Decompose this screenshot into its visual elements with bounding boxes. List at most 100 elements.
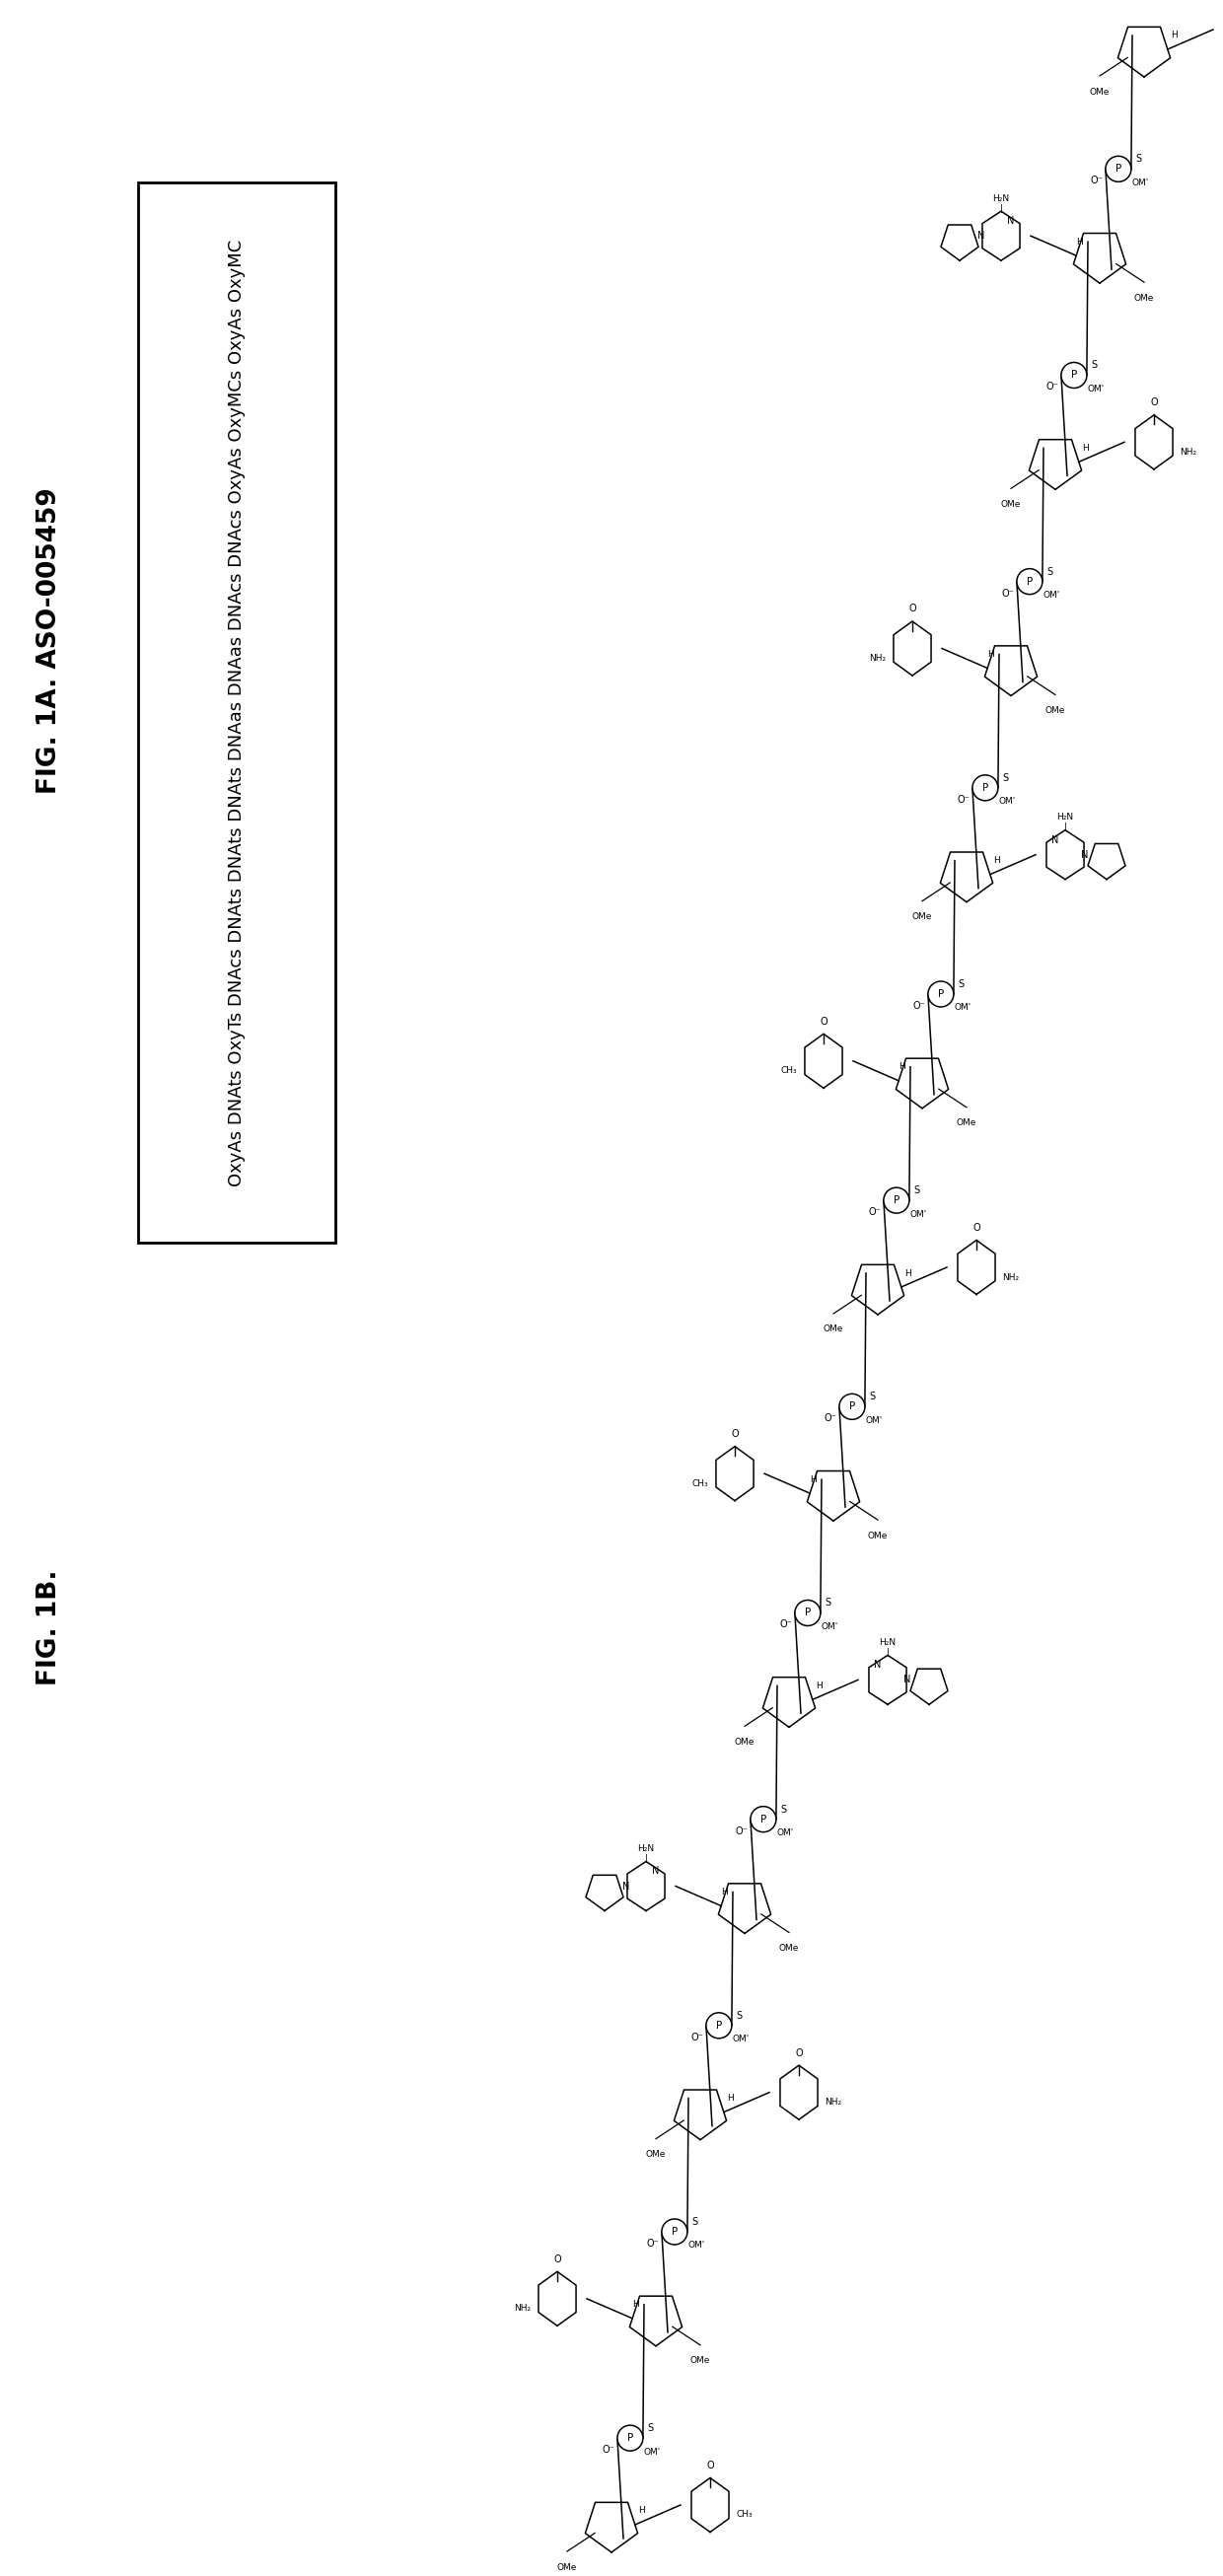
- Text: O: O: [554, 2254, 561, 2264]
- Text: O⁻: O⁻: [602, 2445, 615, 2455]
- Text: H: H: [1076, 237, 1084, 247]
- Text: O⁻: O⁻: [1046, 381, 1059, 392]
- Text: OM': OM': [645, 2447, 660, 2458]
- Circle shape: [883, 1188, 909, 1213]
- Text: O⁻: O⁻: [1002, 587, 1014, 598]
- Text: O⁻: O⁻: [958, 796, 970, 804]
- Text: OxyAs DNAts OxyTs DNAcs DNAts DNAts DNAts DNAas DNAas DNAcs DNAcs OxyAs OxyMCs O: OxyAs DNAts OxyTs DNAcs DNAts DNAts DNAt…: [227, 240, 246, 1185]
- Text: H: H: [816, 1682, 822, 1690]
- Text: OMe: OMe: [912, 912, 932, 922]
- Text: CH₃: CH₃: [692, 1479, 708, 1489]
- Text: OMe: OMe: [646, 2151, 667, 2159]
- Text: |: |: [645, 1855, 647, 1862]
- Text: OMe: OMe: [690, 2357, 711, 2365]
- Text: N: N: [977, 232, 985, 240]
- Text: O: O: [795, 2048, 802, 2058]
- Text: N: N: [1008, 216, 1015, 227]
- Text: OMe: OMe: [1000, 500, 1021, 507]
- Text: OM': OM': [1043, 590, 1060, 600]
- Text: OM': OM': [733, 2035, 750, 2043]
- Text: O: O: [819, 1018, 827, 1025]
- Text: H₂N: H₂N: [1057, 814, 1074, 822]
- Text: OMe: OMe: [1046, 706, 1065, 716]
- Text: NH₂: NH₂: [1003, 1273, 1020, 1283]
- Text: P: P: [715, 2020, 722, 2030]
- Text: H: H: [632, 2300, 640, 2308]
- Text: NH₂: NH₂: [1180, 448, 1197, 456]
- Text: NH₂: NH₂: [870, 654, 887, 662]
- Text: OM': OM': [999, 796, 1016, 806]
- Text: O⁻: O⁻: [824, 1414, 837, 1425]
- Text: S: S: [1091, 361, 1097, 371]
- Text: OM': OM': [1087, 384, 1104, 394]
- Text: N: N: [652, 1868, 659, 1875]
- Text: P: P: [805, 1607, 811, 1618]
- Text: S: S: [1002, 773, 1008, 783]
- Text: H: H: [993, 855, 999, 866]
- Text: OMe: OMe: [1134, 294, 1155, 301]
- Text: H₂N: H₂N: [879, 1638, 896, 1646]
- Text: S: S: [1047, 567, 1053, 577]
- Text: OM': OM': [866, 1417, 883, 1425]
- Text: H: H: [899, 1061, 905, 1072]
- Text: H: H: [810, 1476, 817, 1484]
- Text: OM': OM': [955, 1005, 971, 1012]
- Text: H: H: [726, 2094, 734, 2102]
- Text: O⁻: O⁻: [647, 2239, 659, 2249]
- Text: NH₂: NH₂: [515, 2303, 531, 2313]
- Text: H: H: [722, 1888, 728, 1896]
- Circle shape: [751, 1806, 777, 1832]
- Circle shape: [618, 2424, 643, 2450]
- Text: H: H: [988, 649, 994, 659]
- Text: S: S: [691, 2218, 697, 2226]
- Text: S: S: [780, 1803, 786, 1814]
- Text: S: S: [1135, 155, 1141, 165]
- Text: OMe: OMe: [823, 1324, 844, 1334]
- Text: P: P: [671, 2226, 678, 2236]
- Text: NH₂: NH₂: [826, 2097, 841, 2107]
- Text: OM': OM': [689, 2241, 706, 2249]
- Text: O⁻: O⁻: [780, 1620, 793, 1631]
- Text: O⁻: O⁻: [1091, 175, 1103, 185]
- Text: P: P: [1071, 371, 1077, 381]
- Text: H₂N: H₂N: [993, 193, 1009, 204]
- Text: OM': OM': [822, 1623, 839, 1631]
- Text: |: |: [887, 1649, 889, 1656]
- Text: H: H: [1082, 443, 1088, 453]
- Text: N: N: [623, 1880, 630, 1891]
- Circle shape: [1062, 363, 1087, 389]
- Text: OM': OM': [1132, 178, 1150, 188]
- Circle shape: [972, 775, 998, 801]
- Text: OM': OM': [777, 1829, 794, 1837]
- Text: P: P: [761, 1814, 767, 1824]
- Circle shape: [1106, 157, 1131, 183]
- Text: O: O: [972, 1224, 980, 1234]
- Text: S: S: [647, 2424, 653, 2434]
- Circle shape: [1016, 569, 1042, 595]
- Circle shape: [706, 2012, 731, 2038]
- Text: CH₃: CH₃: [736, 2512, 753, 2519]
- Text: CH₃: CH₃: [780, 1066, 797, 1074]
- Text: P: P: [982, 783, 988, 793]
- Text: |: |: [1064, 822, 1066, 832]
- Text: OMe: OMe: [556, 2563, 577, 2571]
- Text: OMe: OMe: [779, 1945, 799, 1953]
- Text: S: S: [868, 1391, 874, 1401]
- Text: OMe: OMe: [956, 1118, 977, 1128]
- Text: H: H: [904, 1270, 911, 1278]
- Text: P: P: [1026, 577, 1032, 587]
- Circle shape: [795, 1600, 821, 1625]
- Text: P: P: [849, 1401, 855, 1412]
- Text: N: N: [874, 1659, 882, 1669]
- Text: P: P: [893, 1195, 900, 1206]
- Circle shape: [839, 1394, 865, 1419]
- Text: OMe: OMe: [1090, 88, 1109, 95]
- Text: N: N: [1052, 835, 1059, 845]
- Text: O⁻: O⁻: [735, 1826, 748, 1837]
- Text: H: H: [1170, 31, 1178, 41]
- Text: H: H: [638, 2506, 645, 2514]
- Text: O: O: [909, 603, 916, 613]
- Text: S: S: [958, 979, 964, 989]
- Text: FIG. 1A. ASO-005459: FIG. 1A. ASO-005459: [37, 487, 62, 793]
- Text: N: N: [904, 1674, 911, 1685]
